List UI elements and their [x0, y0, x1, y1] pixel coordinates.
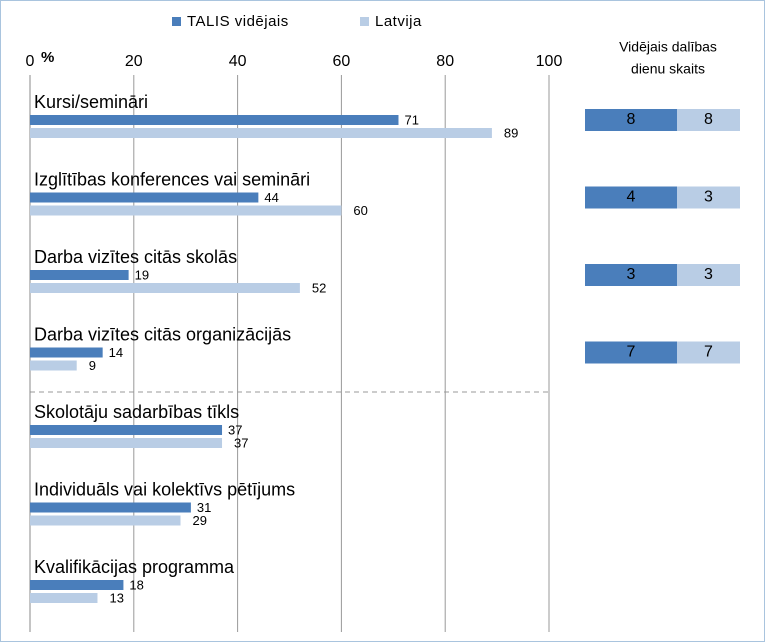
value-label: 13 [109, 590, 123, 605]
legend-swatch [172, 17, 181, 26]
table-value: 3 [704, 189, 713, 206]
category-label: Skolotāju sadarbības tīkls [34, 402, 239, 422]
table-value: 3 [704, 266, 713, 283]
table-cell [585, 109, 677, 131]
bar [30, 515, 181, 526]
value-label: 52 [312, 280, 326, 295]
table-value: 3 [627, 266, 636, 283]
value-label: 19 [135, 267, 149, 282]
legend-label: TALIS vidējais [187, 13, 289, 30]
table-title: dienu skaits [631, 61, 705, 77]
bar [30, 347, 103, 358]
x-axis-unit: % [41, 49, 54, 66]
value-label: 37 [228, 422, 242, 437]
x-tick-label: 0 [26, 53, 35, 70]
table-value: 7 [704, 344, 713, 361]
table-value: 8 [704, 111, 713, 128]
value-label: 60 [353, 203, 367, 218]
table-cell [677, 341, 740, 364]
table-value: 4 [627, 189, 636, 206]
x-tick-label: 80 [436, 53, 454, 70]
value-label: 18 [129, 577, 143, 592]
table-cell [677, 186, 740, 209]
table-cell [585, 186, 677, 209]
category-label: Izglītības konferences vai semināri [34, 169, 310, 189]
bar [30, 192, 259, 203]
value-label: 29 [193, 513, 207, 528]
bar [30, 205, 342, 216]
category-label: Kvalifikācijas programma [34, 557, 235, 577]
x-tick-label: 20 [125, 53, 143, 70]
x-tick-label: 40 [229, 53, 247, 70]
table-value: 8 [627, 111, 636, 128]
bar [30, 593, 98, 603]
bar [30, 580, 124, 590]
value-label: 31 [197, 500, 211, 515]
bar [30, 425, 223, 435]
bar [30, 360, 77, 371]
table-cell [585, 341, 677, 364]
value-label: 71 [404, 112, 418, 127]
bar [30, 283, 300, 293]
x-tick-label: 60 [333, 53, 351, 70]
legend-swatch [360, 17, 369, 26]
category-label: Kursi/semināri [34, 92, 148, 112]
bar [30, 115, 399, 125]
value-label: 14 [109, 345, 123, 360]
value-label: 37 [234, 435, 248, 450]
bar [30, 438, 223, 448]
value-label: 44 [264, 190, 278, 205]
value-label: 89 [504, 125, 518, 140]
legend-label: Latvija [375, 13, 422, 30]
table-title: Vidējais dalības [619, 39, 717, 55]
bar [30, 270, 129, 280]
bar [30, 502, 191, 513]
category-label: Individuāls vai kolektīvs pētījums [34, 479, 295, 499]
table-value: 7 [627, 344, 636, 361]
category-label: Darba vizītes citās skolās [34, 247, 237, 267]
table-cell [585, 264, 677, 286]
value-label: 9 [89, 358, 96, 373]
x-tick-label: 100 [536, 53, 563, 70]
category-label: Darba vizītes citās organizācijās [34, 324, 291, 344]
table-cell [677, 264, 740, 286]
bar [30, 128, 492, 138]
table-cell [677, 109, 740, 131]
